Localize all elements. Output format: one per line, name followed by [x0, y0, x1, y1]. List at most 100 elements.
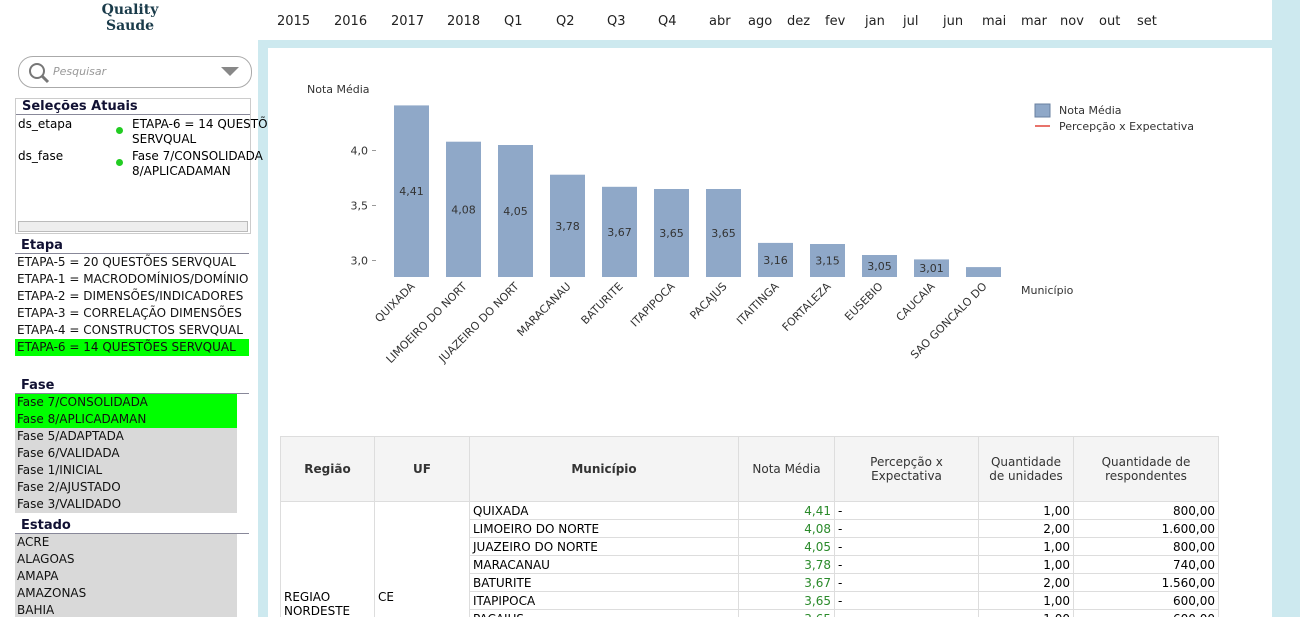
tab[interactable]: jan — [865, 14, 885, 29]
column-header[interactable]: Região — [280, 436, 375, 502]
x-tick-label: PACAJUS — [687, 280, 729, 322]
selection-value: Fase 7/CONSOLIDADA — [132, 149, 263, 163]
column-header[interactable]: Quantidade de unidades — [978, 436, 1074, 502]
table-cell: - — [834, 537, 979, 556]
selection-status — [116, 159, 123, 166]
table-cell: BATURITE — [469, 573, 739, 592]
list-item[interactable]: Fase 8/APLICADAMAN — [15, 411, 237, 428]
list-item[interactable]: Fase 1/INICIAL — [15, 462, 237, 479]
table-cell: 3,67 — [738, 573, 835, 592]
tab[interactable]: 2015 — [277, 14, 311, 29]
panel-title: Seleções Atuais — [16, 99, 250, 115]
table-cell: 1.560,00 — [1073, 573, 1219, 592]
tab[interactable]: set — [1137, 14, 1157, 29]
column-header[interactable]: Quantidade de respondentes — [1073, 436, 1219, 502]
table-cell: 740,00 — [1073, 555, 1219, 574]
table-cell: - — [834, 591, 979, 610]
column-header[interactable]: Nota Média — [738, 436, 835, 502]
table-cell: QUIXADA — [469, 501, 739, 520]
tab[interactable]: ago — [748, 14, 773, 29]
table-cell: 1,00 — [978, 537, 1074, 556]
tab[interactable]: out — [1099, 14, 1121, 29]
list-box: Etapa ETAPA-5 = 20 QUESTÕES SERVQUAL ETAPA… — [15, 238, 249, 373]
tab[interactable]: Q3 — [607, 14, 626, 29]
x-tick-label: ITAPIPOCA — [628, 280, 678, 330]
list-item[interactable]: AMAZONAS — [15, 585, 237, 602]
table-cell: 1,00 — [978, 555, 1074, 574]
selection-value: 8/APLICADAMAN — [132, 164, 231, 178]
bar — [550, 174, 585, 277]
list-title: Estado — [15, 518, 249, 534]
table-cell: - — [834, 609, 979, 617]
data-label: 4,08 — [451, 203, 476, 216]
column-header[interactable]: UF — [374, 436, 470, 502]
bar — [810, 244, 845, 277]
tab[interactable]: Q1 — [504, 14, 523, 29]
table-cell: 3,65 — [738, 609, 835, 617]
list-item[interactable]: Fase 3/VALIDADO — [15, 496, 237, 513]
list-item[interactable]: AMAPA — [15, 568, 237, 585]
list-item[interactable]: Fase 7/CONSOLIDADA — [15, 394, 237, 411]
table-cell: - — [834, 519, 979, 538]
x-tick-label: EUSEBIO — [842, 280, 886, 324]
bar — [706, 189, 741, 277]
tab[interactable]: 2016 — [334, 14, 368, 29]
table-cell: 600,00 — [1073, 591, 1219, 610]
y-axis-title: Nota Média — [307, 83, 370, 96]
list-item[interactable]: ACRE — [15, 534, 237, 551]
data-label: 3,01 — [919, 262, 944, 275]
tab[interactable]: jun — [943, 14, 964, 29]
legend-label: Percepção x Expectativa — [1059, 120, 1194, 133]
list-item[interactable]: Fase 5/ADAPTADA — [15, 428, 237, 445]
list-item[interactable]: ALAGOAS — [15, 551, 237, 568]
list-title: Fase — [15, 378, 249, 394]
sidebar: Pesquisar Seleções Atuais ds_etapa ETAPA-… — [0, 40, 283, 617]
list-item[interactable]: Fase 6/VALIDADA — [15, 445, 237, 462]
table-cell: 4,05 — [738, 537, 835, 556]
selection-value: SERVQUAL — [132, 132, 197, 146]
dropdown-arrow — [221, 67, 239, 76]
bar — [654, 189, 689, 277]
table-cell: 3,78 — [738, 555, 835, 574]
column-header[interactable]: Município — [469, 436, 739, 502]
app-title: Quality — [101, 2, 159, 18]
table-cell: 1,00 — [978, 609, 1074, 617]
list-item[interactable]: ETAPA-4 = CONSTRUCTOS SERVQUAL — [15, 322, 249, 339]
list-item[interactable]: ETAPA-3 = CORRELAÇÃO DIMENSÕES — [15, 305, 249, 322]
list-item[interactable]: ETAPA-6 = 14 QUESTÕES SERVQUAL — [15, 339, 249, 356]
tab[interactable]: fev — [825, 14, 846, 29]
search-placeholder: Pesquisar — [53, 65, 107, 78]
tab[interactable]: mai — [982, 14, 1007, 29]
list-item[interactable]: Fase 2/AJUSTADO — [15, 479, 237, 496]
tab[interactable]: jul — [903, 14, 919, 29]
scrollbar — [18, 221, 248, 232]
tab[interactable]: abr — [709, 14, 731, 29]
table: Região UF Município Nota Média Percepção x E… — [280, 436, 1219, 617]
tab[interactable]: Q2 — [556, 14, 575, 29]
legend-label: Nota Média — [1059, 104, 1122, 117]
search-box[interactable]: Pesquisar — [18, 56, 252, 88]
x-tick-label: MARACANAU — [515, 280, 574, 339]
bar — [394, 105, 429, 278]
tab[interactable]: 2017 — [391, 14, 425, 29]
x-axis-title: Município — [1021, 284, 1074, 297]
main-panel: Nota Média Município 3,0 3,5 4,0 4,41 4,08 4,05… — [268, 48, 1272, 617]
bar — [758, 242, 793, 277]
table-cell: - — [834, 573, 979, 592]
y-tick-label: 4,0 — [351, 145, 369, 158]
selection-status — [116, 127, 123, 134]
group-cell: CE — [374, 501, 470, 617]
column-header[interactable]: Percepção x Expectativa — [834, 436, 979, 502]
list-item[interactable]: ETAPA-2 = DIMENSÕES/INDICADORES — [15, 288, 249, 305]
list-item[interactable]: ETAPA-5 = 20 QUESTÕES SERVQUAL — [15, 254, 249, 271]
table-cell: 2,00 — [978, 519, 1074, 538]
tab[interactable]: dez — [787, 14, 811, 29]
tab[interactable]: nov — [1060, 14, 1084, 29]
tab[interactable]: 2018 — [447, 14, 481, 29]
tab[interactable]: mar — [1021, 14, 1047, 29]
list-item[interactable]: BAHIA — [15, 602, 237, 617]
table-cell: 600,00 — [1073, 609, 1219, 617]
list-item[interactable]: ETAPA-1 = MACRODOMÍNIOS/DOMÍNIOS — [15, 271, 249, 288]
tab[interactable]: Q4 — [658, 14, 677, 29]
table-cell: - — [834, 501, 979, 520]
